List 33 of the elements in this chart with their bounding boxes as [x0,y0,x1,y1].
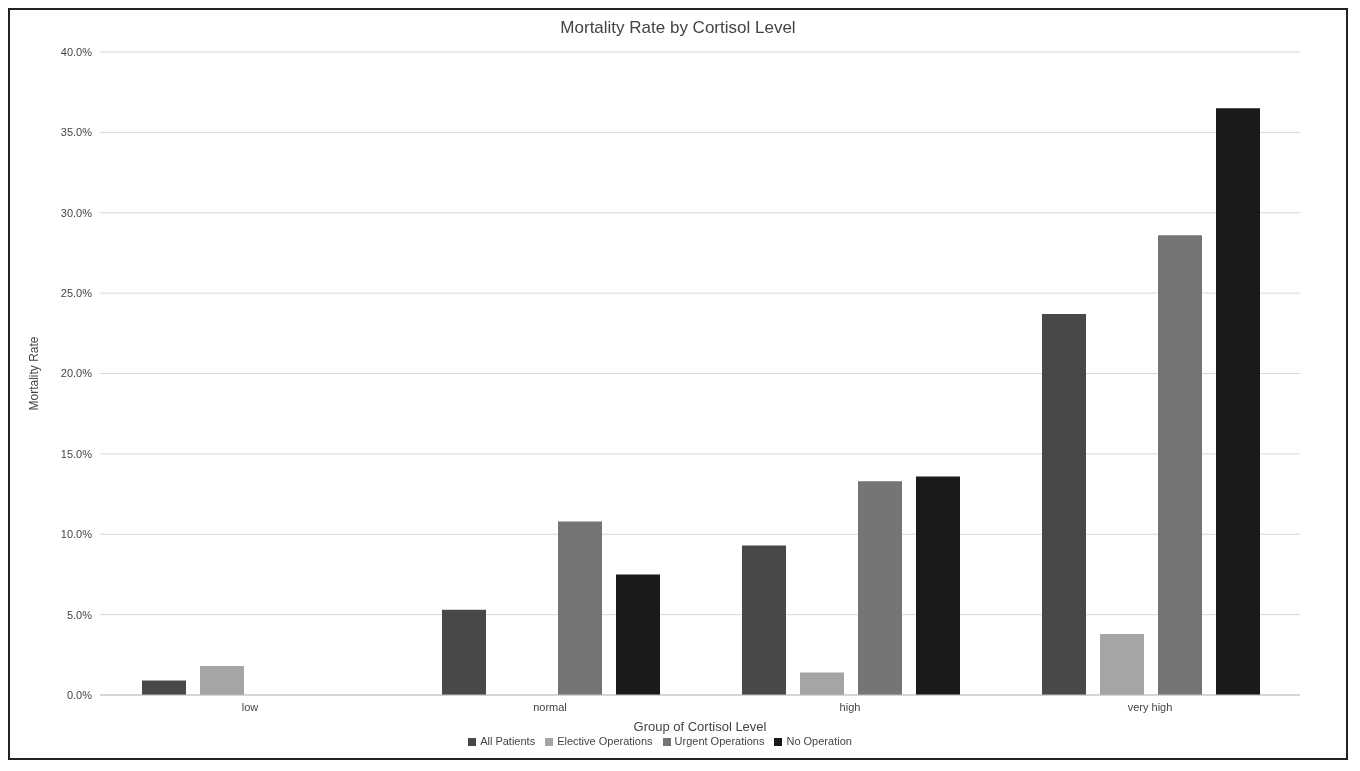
y-tick-label: 35.0% [60,126,93,139]
x-tick-label: very high [1127,700,1173,713]
y-tick-label: 20.0% [60,367,93,380]
x-tick-label: normal [533,700,567,713]
bar [858,481,902,695]
y-tick-label: 40.0% [60,45,93,58]
x-tick-label: low [241,700,259,713]
chart-title: Mortality Rate by Cortisol Level [559,17,797,39]
bar [200,666,244,695]
legend-label: No Operation [786,735,852,747]
y-tick-label: 10.0% [60,528,93,541]
bar [800,672,844,695]
bar [1158,235,1202,695]
y-tick-label: 25.0% [60,287,93,300]
bar [1042,314,1086,695]
legend-label: Urgent Operations [674,735,765,747]
y-tick-label: 15.0% [60,447,93,460]
bar [742,545,786,695]
x-tick-label: high [839,700,861,713]
legend-label: All Patients [480,735,536,747]
y-tick-label: 30.0% [60,206,93,219]
bar [142,680,186,695]
bar [1100,633,1144,695]
y-tick-label: 5.0% [66,608,93,621]
bar [442,609,486,695]
legend-label: Elective Operations [557,735,653,747]
bar [558,521,602,695]
y-tick-label: 0.0% [66,688,93,701]
bar [616,574,660,695]
bar [916,476,960,695]
x-axis-title: Group of Cortisol Level [633,719,767,734]
y-axis-title: Mortality Rate [27,336,42,411]
bar [1216,108,1260,695]
